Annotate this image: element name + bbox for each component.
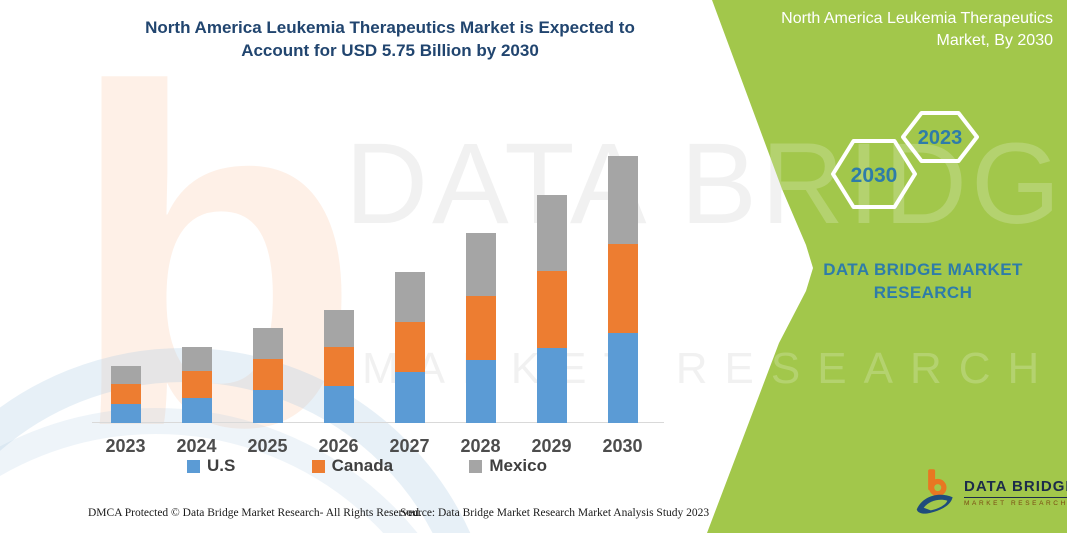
x-axis-label-2026: 2026 [318,436,359,456]
brand-line1: DATA BRIDGE MARKET [823,260,1023,279]
bar-segment-2028-mexico [465,232,496,296]
hexagon-2023-label: 2023 [918,127,963,149]
bar-2029 [536,195,567,423]
bar-segment-2024-mexico [181,347,212,371]
bar-segment-2026-canada [323,346,354,387]
bar-segment-2025-mexico [252,327,283,359]
company-logo-icon [916,469,953,514]
bar-segment-2027-canada [394,321,425,372]
hexagon-2030-outline [831,139,917,209]
hexagon-2023-outline [901,111,979,163]
bar-segment-2023-mexico [110,365,141,384]
bar-2023 [110,365,141,423]
chart-legend: U.S Canada Mexico [187,456,547,476]
legend-swatch [187,459,200,473]
brand-wordmark: DATA BRIDGE MARKET RESEARCH [795,258,1051,304]
x-axis-label-2028: 2028 [460,436,501,456]
banner-title-line2: Market, By 2030 [936,32,1054,49]
bar-2028 [465,232,496,423]
legend-swatch [311,459,325,473]
bar-segment-2025-us [252,390,283,423]
company-logo-text: DATA BRIDGE MARKET RESEARCH [964,478,1067,507]
x-axis-label-2030: 2030 [602,436,643,456]
bar-segment-2029-canada [536,270,567,348]
legend-item-us: U.S [187,456,235,476]
bar-segment-2028-us [465,359,496,423]
legend-label: Canada [331,456,394,475]
legend-item-canada: Canada [311,456,394,476]
banner-title: North America Leukemia Therapeutics Mark… [781,8,1053,52]
bar-segment-2026-mexico [323,309,354,347]
chart-title-line2: Account for USD 5.75 Billion by 2030 [241,41,539,60]
brand-line2: RESEARCH [873,283,973,302]
bar-segment-2024-canada [181,371,212,398]
company-logo: DATA BRIDGE MARKET RESEARCH [915,466,1067,518]
chart-title: North America Leukemia Therapeutics Mark… [88,16,692,62]
x-axis-label-2025: 2025 [247,436,288,456]
bar-2030 [607,156,638,423]
legend-label: Mexico [489,456,547,475]
source-text: Source: Data Bridge Market Research Mark… [400,507,710,519]
chart-title-line1: North America Leukemia Therapeutics Mark… [145,18,635,37]
company-logo-name: DATA BRIDGE [964,478,1067,498]
x-axis-label-2029: 2029 [531,436,572,456]
legend-label: U.S [207,456,236,475]
bar-segment-2023-canada [110,384,141,404]
legend-item-mexico: Mexico [469,456,547,476]
bar-segment-2029-mexico [536,195,567,271]
bar-segment-2025-canada [252,358,283,390]
bar-segment-2030-us [607,333,638,423]
bar-2026 [323,309,354,423]
bar-2024 [181,347,212,423]
legend-swatch [469,459,483,473]
bar-segment-2027-us [394,371,425,423]
bar-segment-2027-mexico [394,271,425,322]
bar-segment-2024-us [181,397,212,423]
copyright-text: DMCA Protected © Data Bridge Market Rese… [88,507,422,519]
bar-segment-2029-us [536,347,567,423]
bar-segment-2026-us [323,386,354,423]
bar-segment-2023-us [110,404,141,423]
bar-segment-2030-canada [607,244,638,334]
company-logo-subtitle: MARKET RESEARCH [964,499,1067,507]
bar-segment-2030-mexico [607,156,638,245]
x-axis-label-2027: 2027 [389,436,430,456]
hexagon-2030-label: 2030 [851,164,898,187]
bar-segment-2028-canada [465,295,496,360]
banner-title-line1: North America Leukemia Therapeutics [781,10,1053,27]
x-axis-label-2024: 2024 [176,436,217,456]
x-axis-line [92,422,664,423]
bar-2027 [394,271,425,423]
x-axis-label-2023: 2023 [105,436,146,456]
bar-2025 [252,327,283,423]
year-hexagons: 2030 2023 [831,111,979,209]
